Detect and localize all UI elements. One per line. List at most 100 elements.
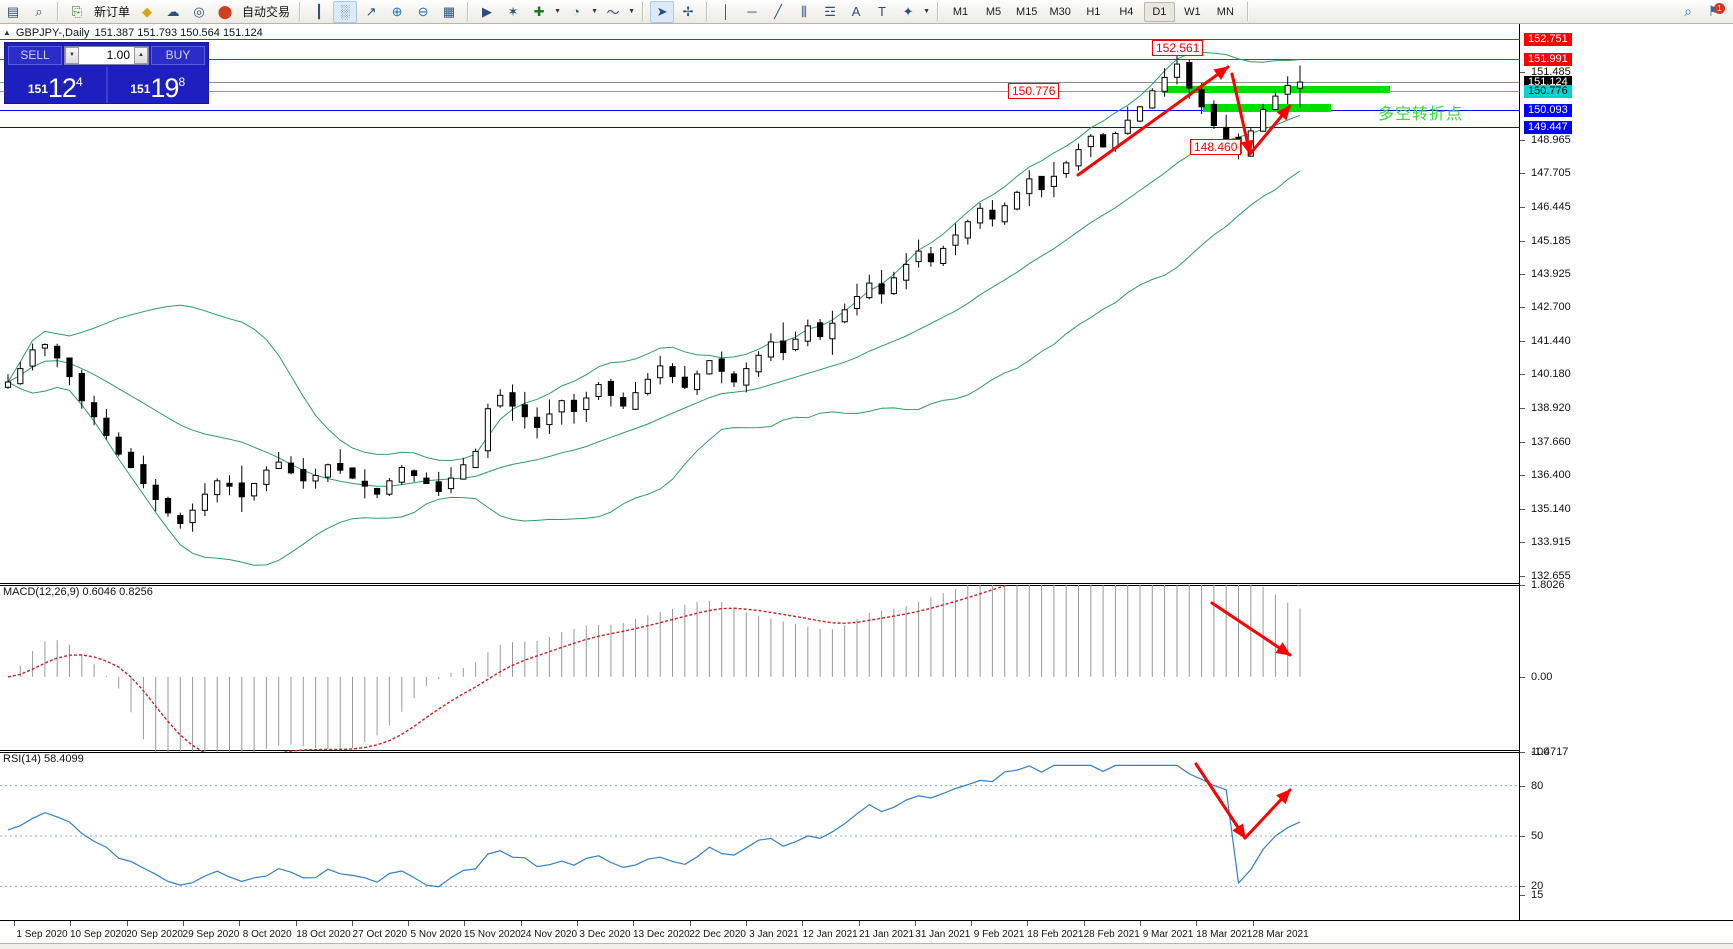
macd-pane[interactable] — [0, 585, 1519, 752]
time-tick — [858, 921, 860, 926]
one-click-trading-panel[interactable]: SELL ▼ 1.00 ▲ BUY 151 12 4 151 19 8 — [4, 42, 209, 104]
sell-button[interactable]: SELL — [8, 45, 62, 65]
price-scale[interactable]: 152.751 151.991 151.485 151.124 150.776 150.0… — [1519, 24, 1733, 920]
line-chart-icon[interactable]: ↗ — [365, 3, 377, 19]
resistance-zone-bar[interactable] — [1162, 86, 1390, 93]
new-order-label[interactable]: 新订单 — [94, 5, 131, 19]
toolbar-separator — [299, 2, 302, 21]
mql5-community-icon[interactable]: ◆ — [142, 3, 153, 19]
collapse-icon[interactable]: ▲ — [3, 28, 11, 37]
toolbar-separator — [57, 2, 59, 21]
zoom-out-icon[interactable]: ⊖ — [417, 3, 429, 19]
toolbar-separator — [1246, 2, 1249, 21]
timeframe-h1[interactable]: H1 — [1086, 5, 1101, 18]
zoom-in-icon[interactable]: ⊕ — [391, 3, 403, 19]
periodicity-dropdown-icon[interactable]: ▼ — [591, 8, 598, 15]
rsi-tick-20: 20 — [1520, 881, 1543, 892]
level-line-151.991[interactable] — [0, 58, 1519, 60]
chart-search-icon[interactable]: ⌕ — [35, 3, 43, 19]
chart-ohlc-label: 151.387 151.793 150.564 151.124 — [94, 26, 263, 39]
level-line-149.447[interactable] — [0, 126, 1519, 128]
signals-icon[interactable]: ☁ — [166, 3, 180, 19]
price-tag-152.751: 152.751 — [1524, 32, 1572, 46]
horizontal-line-icon[interactable]: ─ — [747, 4, 757, 19]
search-icon[interactable]: ⌕ — [1684, 3, 1692, 19]
annotation-low-label[interactable]: 148.460 — [1190, 139, 1242, 155]
volume-increase-icon[interactable]: ▲ — [134, 46, 148, 64]
time-label: 9 Mar 2021 — [1142, 929, 1194, 940]
volume-stepper[interactable]: ▼ 1.00 ▲ — [64, 45, 149, 65]
shapes-dropdown-icon[interactable]: ▼ — [923, 8, 930, 15]
time-label: 18 Oct 2020 — [296, 929, 351, 940]
time-tick — [689, 921, 691, 926]
macd-tick-1.8026: 1.8026 — [1520, 580, 1565, 591]
ask-fraction: 8 — [178, 75, 186, 89]
chart-shift-icon[interactable]: ✶ — [507, 3, 519, 19]
time-label: 3 Dec 2020 — [579, 929, 631, 940]
auto-trading-label[interactable]: 自动交易 — [242, 5, 291, 19]
periodicity-icon[interactable]: ◔ — [572, 4, 580, 19]
toolbar-separator — [642, 2, 645, 21]
crosshair-icon[interactable]: ✢ — [682, 3, 694, 19]
notifications-icon[interactable]: ⚑1 — [1702, 1, 1726, 23]
level-line-152.751[interactable] — [0, 38, 1519, 40]
bid-price[interactable]: 151 12 4 — [5, 67, 106, 103]
timeframe-d1[interactable]: D1 — [1143, 1, 1175, 22]
price-tick-140.180: 140.180 — [1520, 369, 1571, 380]
ask-price[interactable]: 151 19 8 — [105, 67, 209, 103]
timeframe-m15[interactable]: M15 — [1016, 5, 1038, 18]
templates-dropdown-icon[interactable]: ▼ — [628, 8, 635, 15]
price-tick-147.705: 147.705 — [1520, 168, 1571, 179]
cursor-icon[interactable]: ➤ — [650, 0, 675, 23]
indicators-dropdown-icon[interactable]: ▼ — [554, 8, 561, 15]
time-label: 5 Nov 2020 — [410, 929, 462, 940]
market-icon[interactable]: ◎ — [193, 3, 205, 19]
auto-trading-icon[interactable]: ⬤ — [217, 3, 233, 19]
volume-decrease-icon[interactable]: ▼ — [65, 46, 79, 64]
timeframe-h4[interactable]: H4 — [1119, 5, 1134, 18]
annotation-resistance-label[interactable]: 150.776 — [1008, 83, 1060, 99]
time-label: 31 Jan 2021 — [915, 929, 971, 940]
price-tick-145.185: 145.185 — [1520, 235, 1571, 247]
time-label: 27 Oct 2020 — [352, 929, 408, 940]
equidistant-channel-icon[interactable]: ⫼ — [801, 3, 808, 19]
time-label: 20 Sep 2020 — [126, 929, 183, 940]
vertical-line-icon[interactable]: │ — [721, 4, 731, 19]
time-label: 12 Jan 2021 — [802, 929, 858, 940]
bar-chart-icon[interactable]: ┃ — [315, 3, 323, 19]
price-tick-146.445: 146.445 — [1520, 202, 1571, 213]
price-tick-141.440: 141.440 — [1520, 335, 1571, 347]
timeframe-m30[interactable]: M30 — [1049, 5, 1071, 18]
toolbar-separator — [467, 2, 470, 21]
timeframe-m5[interactable]: M5 — [985, 5, 1002, 18]
level-line-151.124[interactable] — [0, 82, 1519, 84]
annotation-chinese-note[interactable]: 多空转折点 — [1378, 106, 1464, 123]
text-icon[interactable]: A — [851, 4, 861, 19]
time-tick — [239, 921, 241, 926]
trendline-icon[interactable]: ╱ — [774, 3, 782, 19]
fibonacci-retracement-icon[interactable]: ☲ — [824, 3, 836, 19]
indicators-icon[interactable]: ✚ — [533, 3, 545, 19]
candlestick-chart-icon[interactable]: ░ — [333, 0, 358, 23]
time-tick — [745, 921, 747, 926]
support-zone-bar[interactable] — [1203, 104, 1331, 112]
time-tick — [408, 921, 410, 926]
templates-icon[interactable]: 〜 — [606, 5, 620, 20]
timeframe-m1[interactable]: M1 — [952, 5, 969, 18]
data-window-icon[interactable]: ▦ — [442, 3, 456, 19]
buy-button[interactable]: BUY — [151, 45, 205, 65]
time-tick — [126, 921, 128, 926]
text-label-icon[interactable]: T — [878, 4, 886, 19]
rsi-pane[interactable] — [0, 752, 1519, 920]
shapes-icon[interactable]: ✦ — [902, 3, 914, 19]
new-chart-icon[interactable]: ▤ — [6, 3, 20, 19]
price-tick-143.925: 143.925 — [1520, 269, 1571, 280]
volume-input[interactable]: 1.00 — [79, 46, 134, 64]
annotation-high-label[interactable]: 152.561 — [1152, 40, 1204, 56]
timeframe-mn[interactable]: MN — [1216, 5, 1234, 18]
time-label: 28 Mar 2021 — [1252, 929, 1309, 940]
pane-divider-3 — [0, 750, 1519, 751]
new-order-icon[interactable]: ⎘ — [71, 3, 83, 19]
timeframe-w1[interactable]: W1 — [1184, 5, 1201, 18]
auto-scroll-icon[interactable]: ▶ — [482, 3, 493, 19]
